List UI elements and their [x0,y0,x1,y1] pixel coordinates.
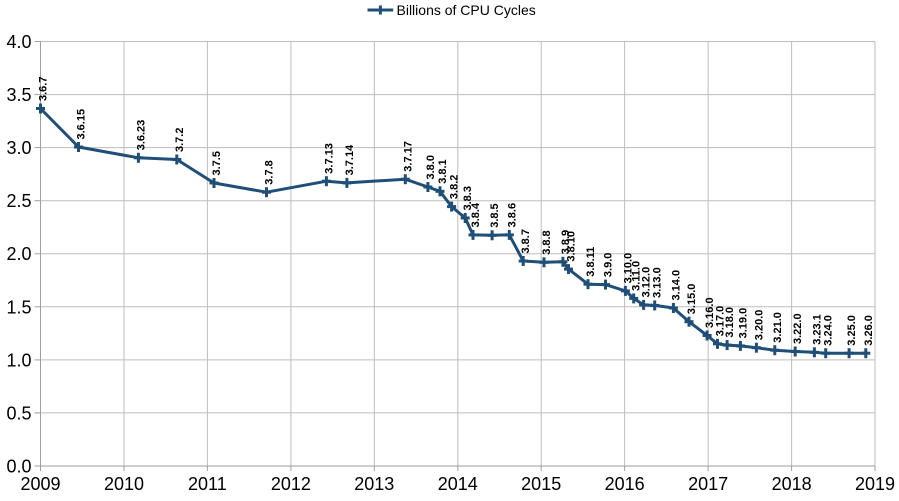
svg-text:3.19.0: 3.19.0 [737,308,749,339]
svg-text:2012: 2012 [271,474,311,494]
svg-text:3.7.17: 3.7.17 [402,141,414,172]
svg-text:3.8.10: 3.8.10 [566,231,578,262]
svg-text:3.12.0: 3.12.0 [641,267,653,298]
svg-text:1.0: 1.0 [6,350,31,370]
svg-text:2010: 2010 [104,474,144,494]
svg-text:2019: 2019 [855,474,895,494]
svg-text:3.0: 3.0 [6,138,31,158]
svg-text:2013: 2013 [354,474,394,494]
svg-text:3.8.4: 3.8.4 [470,202,482,227]
svg-text:0.0: 0.0 [6,457,31,477]
svg-text:Billions of CPU Cycles: Billions of CPU Cycles [397,2,536,18]
svg-text:3.6.23: 3.6.23 [135,120,147,151]
svg-text:3.8.6: 3.8.6 [506,203,518,227]
svg-text:3.8.0: 3.8.0 [425,155,437,179]
svg-text:3.8.9: 3.8.9 [560,230,572,254]
svg-text:0.5: 0.5 [6,403,31,423]
svg-text:3.14.0: 3.14.0 [670,270,682,301]
svg-text:3.26.0: 3.26.0 [863,315,875,346]
svg-text:2015: 2015 [521,474,561,494]
svg-text:3.8.1: 3.8.1 [437,159,449,183]
svg-text:3.13.0: 3.13.0 [652,267,664,298]
svg-text:3.8.8: 3.8.8 [541,230,553,254]
svg-text:3.11.0: 3.11.0 [631,261,643,291]
svg-text:3.15.0: 3.15.0 [686,284,698,315]
svg-text:3.6.15: 3.6.15 [76,109,88,140]
svg-text:3.23.1: 3.23.1 [811,314,823,345]
svg-text:3.10.0: 3.10.0 [622,253,634,284]
svg-text:3.24.0: 3.24.0 [823,315,835,346]
svg-text:3.17.0: 3.17.0 [715,306,727,337]
svg-text:2.0: 2.0 [6,244,31,264]
svg-text:3.7.14: 3.7.14 [344,144,356,175]
svg-text:2018: 2018 [772,474,812,494]
svg-text:3.8.11: 3.8.11 [585,247,597,277]
svg-text:3.25.0: 3.25.0 [846,315,858,346]
svg-text:3.21.0: 3.21.0 [772,312,784,343]
svg-text:4.0: 4.0 [6,32,31,52]
svg-text:1.5: 1.5 [6,297,31,317]
svg-text:3.20.0: 3.20.0 [753,310,765,341]
svg-text:3.8.5: 3.8.5 [489,203,501,227]
svg-text:3.9.0: 3.9.0 [603,253,615,277]
svg-text:3.7.5: 3.7.5 [211,151,223,175]
svg-text:2.5: 2.5 [6,191,31,211]
svg-text:3.8.3: 3.8.3 [462,186,474,210]
svg-text:2014: 2014 [438,474,478,494]
svg-text:3.7.8: 3.7.8 [264,160,276,184]
svg-text:3.22.0: 3.22.0 [792,313,804,344]
svg-text:2017: 2017 [688,474,728,494]
svg-text:2016: 2016 [605,474,645,494]
svg-text:2009: 2009 [20,474,60,494]
svg-text:3.7.13: 3.7.13 [323,143,335,174]
svg-text:3.8.2: 3.8.2 [449,175,461,199]
svg-text:3.16.0: 3.16.0 [704,297,716,328]
svg-text:3.6.7: 3.6.7 [38,77,50,101]
svg-text:2011: 2011 [188,474,227,494]
svg-text:3.8.7: 3.8.7 [520,229,532,253]
svg-text:3.7.2: 3.7.2 [174,128,186,152]
svg-text:3.5: 3.5 [6,85,31,105]
svg-text:3.18.0: 3.18.0 [724,307,736,338]
